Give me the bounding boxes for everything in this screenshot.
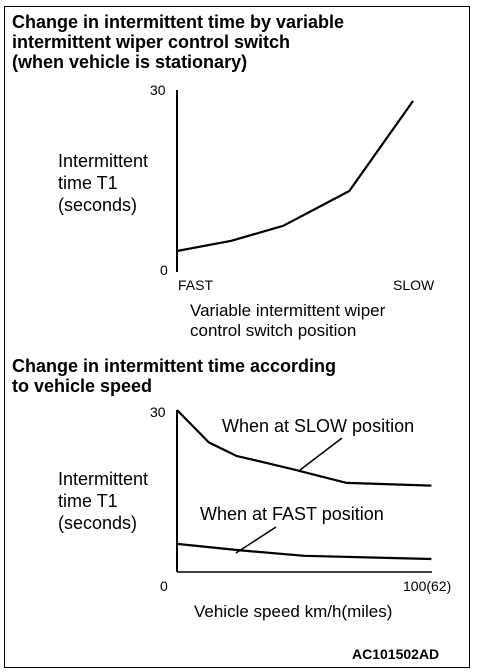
- slow-position-annotation: When at SLOW position: [222, 416, 415, 436]
- chart2-y-axis-label: Intermittent time T1 (seconds): [58, 469, 149, 533]
- fast-annotation-leader: [235, 526, 277, 554]
- chart2-x-axis-label: Vehicle speed km/h(miles): [194, 602, 393, 621]
- slow-annotation-leader: [299, 437, 343, 471]
- figure-code: AC101502AD: [352, 646, 440, 662]
- chart1-y-axis-label: Intermittent time T1 (seconds): [58, 151, 149, 215]
- chart2-fast-series-line: [176, 542, 432, 561]
- chart1-x-tick-fast: FAST: [178, 277, 214, 293]
- chart1-x-axis-label: Variable intermittent wiper control swit…: [190, 301, 386, 340]
- chart1-title: Change in intermittent time by variable …: [12, 12, 345, 72]
- chart1-series-line: [176, 100, 414, 253]
- chart2-title: Change in intermittent time according to…: [12, 356, 337, 396]
- chart2-x-tick-zero: 0: [160, 578, 168, 594]
- chart1-y-tick-min: 0: [160, 262, 168, 278]
- chart1-y-tick-max: 30: [150, 82, 166, 98]
- chart2-slow-series-line: [176, 409, 432, 487]
- series-layer: [176, 100, 432, 561]
- fast-position-annotation: When at FAST position: [200, 504, 384, 524]
- chart1-x-tick-slow: SLOW: [393, 277, 435, 293]
- chart2-y-tick-max: 30: [150, 404, 166, 420]
- chart2-x-tick-max: 100(62): [403, 578, 452, 594]
